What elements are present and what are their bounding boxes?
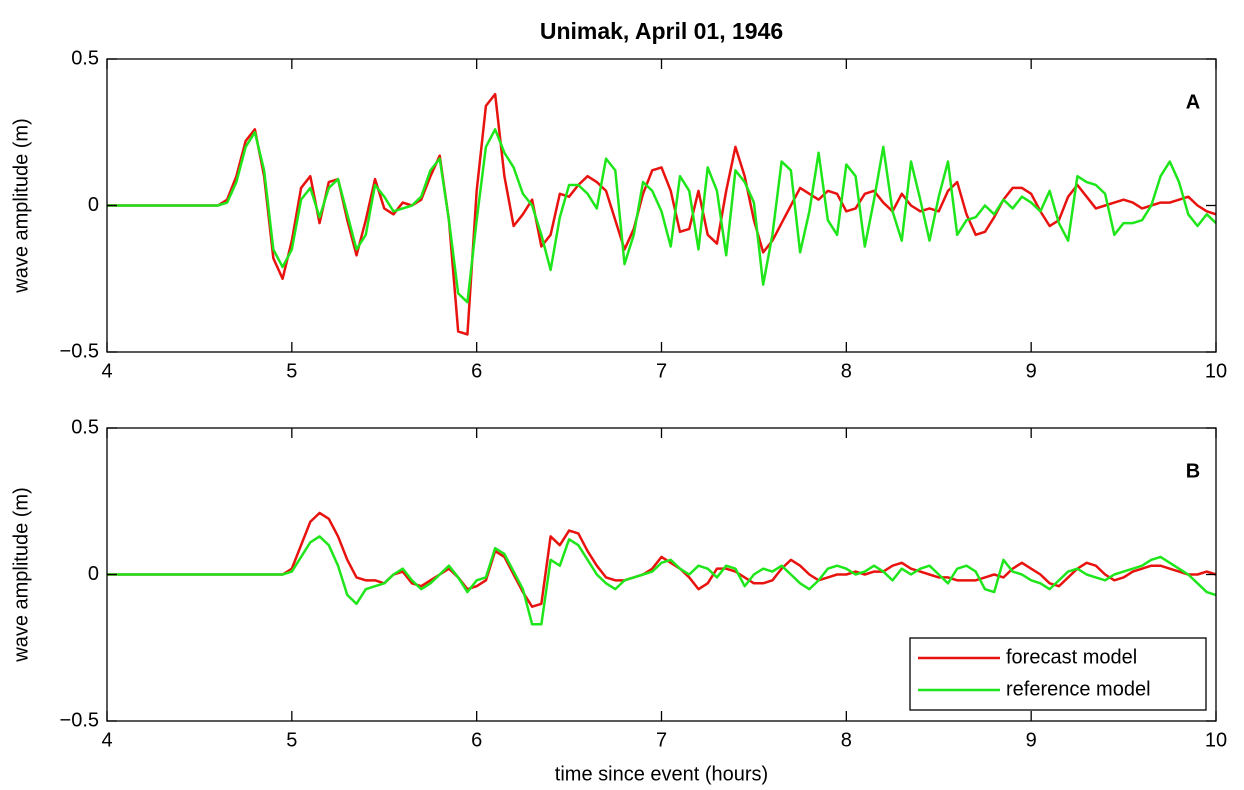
y-axis-label: wave amplitude (m) [10,118,32,294]
x-tick-label: 5 [286,729,297,751]
data-line [107,92,1217,336]
x-tick-label: 6 [471,360,482,382]
y-tick-label: 0.5 [71,416,99,438]
x-tick-label: 5 [286,360,297,382]
x-tick-label: 6 [471,729,482,751]
y-tick-label: 0 [88,563,99,585]
y-tick-label: 0 [88,194,99,216]
legend-label: forecast model [1006,646,1137,668]
data-line [107,511,1217,608]
x-tick-label: 4 [101,729,112,751]
x-tick-label: 7 [656,360,667,382]
y-tick-label: −0.5 [60,340,99,362]
y-tick-label: −0.5 [60,709,99,731]
x-tick-label: 10 [1205,729,1227,751]
x-tick-label: 8 [841,729,852,751]
x-tick-label: 10 [1205,360,1227,382]
chart-title: Unimak, April 01, 1946 [540,18,783,44]
x-tick-label: 8 [841,360,852,382]
x-tick-label: 9 [1026,360,1037,382]
x-tick-label: 9 [1026,729,1037,751]
panel-label: A [1186,91,1200,113]
x-tick-label: 4 [101,360,112,382]
legend-box [909,637,1207,711]
panel-label: B [1186,460,1200,482]
data-line [107,128,1217,304]
x-tick-label: 7 [656,729,667,751]
data-line [107,535,1217,626]
y-axis-label: wave amplitude (m) [10,487,32,663]
plot-area [107,59,1216,352]
x-axis-label: time since event (hours) [555,763,768,785]
y-tick-label: 0.5 [71,47,99,69]
legend-label: reference model [1006,678,1151,700]
